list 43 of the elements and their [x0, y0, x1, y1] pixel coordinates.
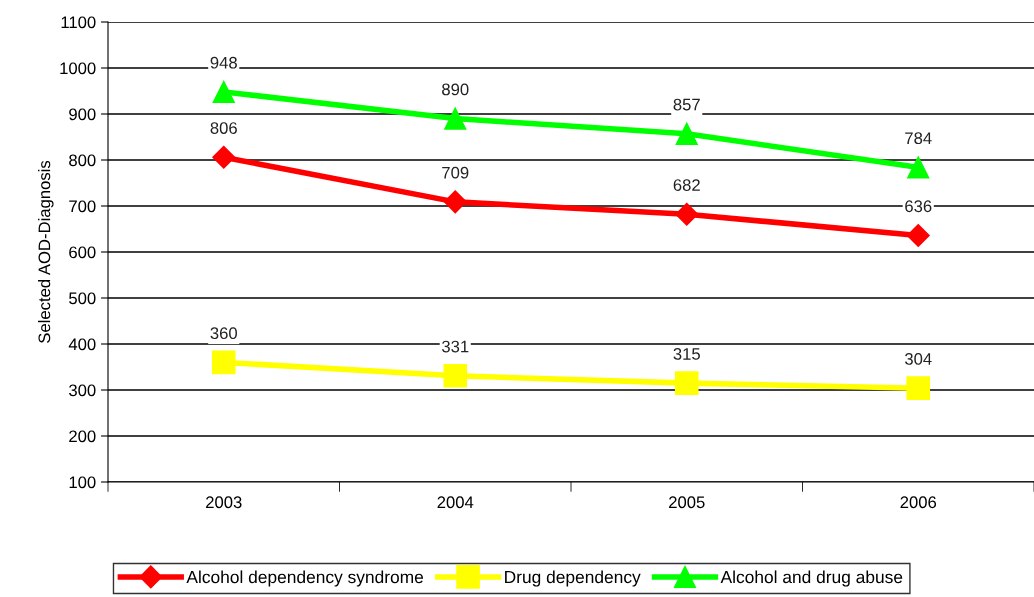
point	[675, 202, 699, 226]
legend-label: Alcohol dependency syndrome	[186, 570, 424, 587]
data-label: 890	[442, 83, 469, 96]
point	[675, 122, 698, 145]
data-label: 636	[905, 200, 932, 213]
data-label: 784	[905, 132, 932, 145]
data-label: 806	[210, 122, 237, 134]
data-label: 315	[673, 347, 700, 360]
data-label: 709	[442, 166, 469, 179]
point	[443, 363, 468, 388]
y-tick-label: 300	[69, 384, 96, 397]
point	[906, 376, 931, 400]
y-tick-label: 400	[68, 338, 96, 351]
x-tick-label: 2006	[900, 496, 937, 509]
point	[906, 223, 930, 247]
point	[907, 156, 930, 179]
data-label: 857	[673, 98, 700, 111]
legend-label: Drug dependency	[505, 570, 641, 587]
y-tick-label: 900	[69, 108, 96, 121]
x-tick-label: 2004	[437, 496, 474, 509]
y-tick-label: 100	[69, 476, 96, 489]
data-label: 331	[441, 340, 469, 353]
point	[443, 190, 467, 214]
data-label: 948	[210, 56, 237, 69]
y-tick-label: 700	[69, 200, 96, 213]
point	[212, 145, 236, 169]
y-tick-label: 600	[69, 246, 96, 259]
y-tick-label: 800	[69, 154, 96, 167]
x-tick-label: 2003	[206, 496, 242, 509]
data-label: 682	[673, 179, 700, 191]
legend-label: Alcohol and drug abuse	[720, 570, 903, 587]
point	[444, 107, 467, 130]
y-tick-label: 1000	[60, 62, 96, 75]
y-tick-label: 1100	[61, 16, 96, 29]
x-tick-label: 2005	[669, 496, 705, 509]
y-tick-label: 200	[69, 430, 96, 443]
y-axis-title: Selected AOD-Diagnosis	[38, 160, 54, 343]
point	[211, 350, 236, 375]
point	[212, 80, 235, 104]
y-tick-label: 500	[69, 292, 96, 305]
data-label: 360	[210, 327, 237, 340]
point	[674, 371, 699, 395]
data-label: 304	[904, 353, 932, 365]
